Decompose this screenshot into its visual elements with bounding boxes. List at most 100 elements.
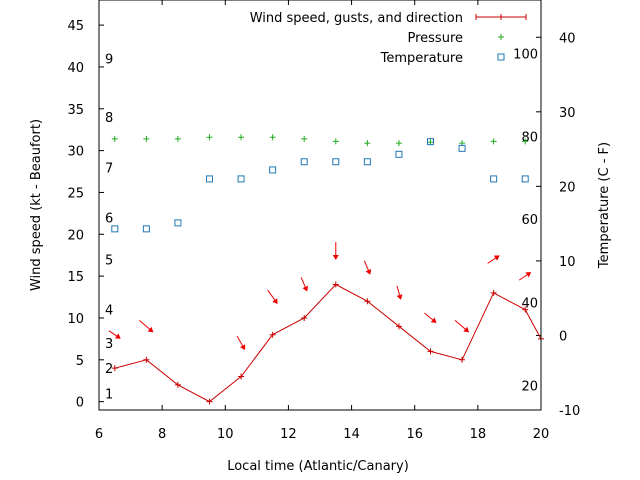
- wind-direction-arrow: [267, 289, 278, 305]
- x-axis-label: Local time (Atlantic/Canary): [227, 459, 409, 474]
- y2-tick-label: 0: [559, 329, 567, 344]
- temperature-point: [142, 225, 150, 233]
- x-tick-label: 12: [280, 427, 297, 442]
- pressure-point: [206, 134, 213, 141]
- x-tick-label: 14: [343, 427, 360, 442]
- y-tick-label: 5: [76, 354, 84, 369]
- pressure-point: [364, 140, 371, 147]
- pressure-point: [111, 135, 118, 142]
- beaufort-label: 6: [105, 212, 113, 227]
- wind-direction-arrow: [518, 272, 532, 281]
- wind-speed-point: [174, 381, 181, 388]
- beaufort-label: 4: [105, 304, 113, 319]
- wind-direction-arrow: [139, 319, 154, 333]
- beaufort-label: 3: [105, 337, 113, 352]
- wind-speed-point: [238, 373, 245, 380]
- legend-swatch-temperature: [497, 53, 505, 61]
- fahrenheit-label: 80: [521, 130, 538, 145]
- legend-label: Temperature: [380, 51, 463, 66]
- legend-swatch-wind: [475, 14, 527, 20]
- y-tick-label: 20: [67, 228, 84, 243]
- y-tick-label: 30: [67, 145, 84, 160]
- pressure-point: [143, 135, 150, 142]
- fahrenheit-label: 100: [513, 48, 538, 63]
- wind-speed-point: [111, 365, 118, 372]
- beaufort-label: 9: [105, 53, 113, 68]
- y2-tick-label: 30: [559, 106, 576, 121]
- temperature-point: [300, 158, 308, 166]
- pressure-point: [174, 135, 181, 142]
- beaufort-label: 1: [105, 387, 113, 402]
- fahrenheit-label: 60: [521, 213, 538, 228]
- temperature-point: [269, 166, 277, 174]
- x-tick-label: 6: [95, 427, 103, 442]
- legend-label: Pressure: [407, 31, 463, 46]
- wind-direction-arrow: [396, 285, 403, 300]
- legend-swatch-pressure: [498, 34, 504, 40]
- x-tick-label: 16: [406, 427, 423, 442]
- plot-frame: [98, 0, 542, 411]
- wind-direction-arrow: [236, 335, 246, 351]
- beaufort-label: 2: [105, 362, 113, 377]
- temperature-point: [111, 225, 119, 233]
- pressure-point: [332, 138, 339, 145]
- wind-speed-point: [206, 398, 213, 405]
- pressure-point: [490, 138, 497, 145]
- y2-tick-label: 40: [559, 31, 576, 46]
- wind-speed-point: [490, 289, 497, 296]
- fahrenheit-label: 20: [521, 379, 538, 394]
- temperature-point: [458, 144, 466, 152]
- x-tick-label: 18: [470, 427, 487, 442]
- temperature-point: [490, 175, 498, 183]
- temperature-point: [206, 175, 213, 183]
- wind-speed-point: [459, 356, 466, 363]
- wind-speed-point: [395, 323, 402, 330]
- wind-speed-point: [269, 331, 276, 338]
- y-axis-label: Wind speed (kt - Beaufort): [29, 119, 44, 291]
- wind-direction-arrow: [108, 330, 121, 339]
- beaufort-label: 5: [105, 253, 113, 268]
- wind-speed-point: [522, 306, 529, 313]
- pressure-point: [522, 138, 529, 145]
- y-tick-label: 10: [67, 312, 84, 327]
- temperature-point: [521, 175, 529, 183]
- y-tick-label: 15: [67, 270, 84, 285]
- x-tick-label: 10: [217, 427, 234, 442]
- y2-tick-label: 20: [559, 180, 576, 195]
- legend-label: Wind speed, gusts, and direction: [250, 11, 463, 26]
- pressure-point: [301, 135, 308, 142]
- y2-tick-label: -10: [559, 404, 580, 419]
- y-tick-label: 0: [76, 396, 84, 411]
- pressure-point: [238, 134, 245, 141]
- y-tick-label: 40: [67, 61, 84, 76]
- wind-direction-arrow: [363, 260, 372, 275]
- y-tick-label: 45: [67, 19, 84, 34]
- temperature-point: [332, 158, 340, 166]
- beaufort-label: 7: [105, 161, 113, 176]
- temperature-point: [174, 219, 182, 227]
- wind-direction-arrow: [424, 312, 437, 323]
- temperature-point: [427, 138, 434, 146]
- wind-direction-arrow: [454, 319, 470, 333]
- y2-tick-label: 10: [559, 255, 576, 270]
- wind-direction-arrow: [487, 255, 500, 264]
- pressure-point: [269, 134, 276, 141]
- y-tick-label: 35: [67, 103, 84, 118]
- wind-speed-point: [143, 356, 150, 363]
- x-tick-label: 8: [158, 427, 166, 442]
- wind-speed-point: [364, 298, 371, 305]
- wind-speed-point: [301, 314, 308, 321]
- beaufort-label: 8: [105, 111, 113, 126]
- wind-direction-arrow: [300, 277, 309, 292]
- x-tick-label: 20: [533, 427, 550, 442]
- y-tick-label: 25: [67, 186, 84, 201]
- temperature-point: [395, 150, 403, 158]
- y2-axis-label: Temperature (C - F): [597, 142, 612, 269]
- wind-speed-point: [332, 281, 339, 288]
- temperature-point: [363, 158, 371, 166]
- wind-speed-point: [427, 348, 434, 355]
- pressure-point: [395, 140, 402, 147]
- wind-direction-arrow: [332, 242, 339, 261]
